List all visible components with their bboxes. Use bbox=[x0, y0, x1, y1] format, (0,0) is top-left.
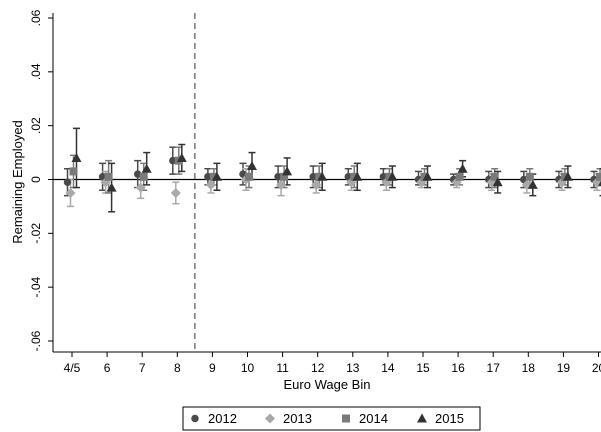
series-2015-point bbox=[598, 180, 601, 187]
y-tick-label: -.04 bbox=[29, 277, 43, 298]
x-tick-label: 19 bbox=[557, 361, 571, 375]
series-2015-point bbox=[247, 161, 257, 171]
x-tick-label: 15 bbox=[416, 361, 430, 375]
series-2014-point bbox=[104, 172, 113, 181]
series-2014-point bbox=[385, 172, 394, 181]
x-tick-label: 6 bbox=[104, 361, 111, 375]
series-2015-point bbox=[71, 152, 82, 162]
series-2015-point bbox=[352, 171, 363, 181]
series-2014-point bbox=[315, 172, 324, 181]
series-2015-point bbox=[106, 182, 117, 192]
series-2013-point bbox=[205, 179, 216, 190]
legend-marker-2014 bbox=[342, 414, 350, 423]
series-2014-point bbox=[490, 172, 499, 181]
legend-label-2014: 2014 bbox=[359, 411, 388, 426]
x-tick-label: 20 bbox=[592, 361, 601, 375]
series-2015-point bbox=[527, 179, 538, 189]
legend: 2012 2013 2014 2015 bbox=[182, 406, 481, 431]
legend-marker-2015 bbox=[417, 413, 427, 423]
x-tick-label: 9 bbox=[209, 361, 216, 375]
series-2014-point bbox=[455, 172, 464, 181]
legend-marker-2012 bbox=[191, 414, 199, 423]
series-2012-point bbox=[204, 173, 212, 181]
legend-label-2012: 2012 bbox=[208, 411, 237, 426]
series-2015-point bbox=[422, 171, 433, 181]
legend-label-2015: 2015 bbox=[435, 411, 464, 426]
series-2013-point bbox=[276, 179, 287, 190]
series-2014-point bbox=[245, 172, 253, 181]
series-2015-point bbox=[176, 152, 187, 162]
series-2014-point bbox=[350, 172, 359, 181]
series-2015-point bbox=[211, 171, 222, 181]
x-axis-title: Euro Wage Bin bbox=[284, 377, 371, 392]
x-tick-label: 17 bbox=[487, 361, 501, 375]
x-tick-label: 18 bbox=[522, 361, 536, 375]
series-2012-point bbox=[309, 173, 317, 181]
x-tick-label: 12 bbox=[311, 361, 325, 375]
x-tick-label: 7 bbox=[139, 361, 146, 375]
series-2013-point bbox=[65, 187, 76, 198]
y-tick-label: -.02 bbox=[29, 223, 43, 244]
x-tick-label: 13 bbox=[346, 361, 360, 375]
series-2014-point bbox=[560, 172, 569, 181]
series-2014-point bbox=[280, 172, 289, 181]
y-tick-label: .04 bbox=[29, 63, 43, 80]
y-tick-label: -.06 bbox=[29, 330, 43, 351]
y-tick-label: .02 bbox=[29, 117, 43, 134]
y-tick-label: 0 bbox=[29, 176, 43, 183]
series-2014-point bbox=[139, 172, 148, 181]
series-2012-point bbox=[169, 156, 177, 165]
series-2015-point bbox=[492, 177, 503, 187]
series-2015-point bbox=[317, 171, 328, 181]
series-2012-point bbox=[274, 173, 282, 181]
series-2014-point bbox=[209, 172, 218, 181]
series-2014-point bbox=[69, 167, 78, 176]
series-2015-point bbox=[387, 171, 398, 181]
legend-label-2013: 2013 bbox=[283, 411, 312, 426]
legend-box bbox=[182, 406, 481, 431]
x-tick-label: 14 bbox=[381, 361, 395, 375]
x-tick-label: 11 bbox=[276, 361, 289, 375]
y-tick-label: .06 bbox=[29, 9, 43, 26]
series-2013-point bbox=[311, 179, 322, 190]
series-2015-point bbox=[282, 166, 293, 176]
series-2015-point bbox=[562, 171, 573, 181]
series-2014-point bbox=[420, 172, 429, 181]
series-2015-point bbox=[457, 163, 468, 173]
plot-area bbox=[53, 13, 601, 352]
series-2012-point bbox=[133, 170, 142, 178]
series-2014-point bbox=[525, 172, 534, 181]
series-2014-point bbox=[596, 172, 601, 181]
x-tick-label: 16 bbox=[451, 361, 465, 375]
series-2012-point bbox=[63, 178, 72, 186]
x-tick-label: 8 bbox=[174, 361, 181, 375]
series-2015-point bbox=[141, 163, 152, 173]
x-tick-label: 10 bbox=[241, 361, 255, 375]
y-axis-title: Remaining Employed bbox=[10, 120, 25, 244]
legend-marker-2013 bbox=[265, 413, 275, 424]
series-2013-point bbox=[170, 187, 181, 198]
series-2013-point bbox=[135, 182, 146, 193]
x-tick-label: 4/5 bbox=[64, 361, 81, 375]
